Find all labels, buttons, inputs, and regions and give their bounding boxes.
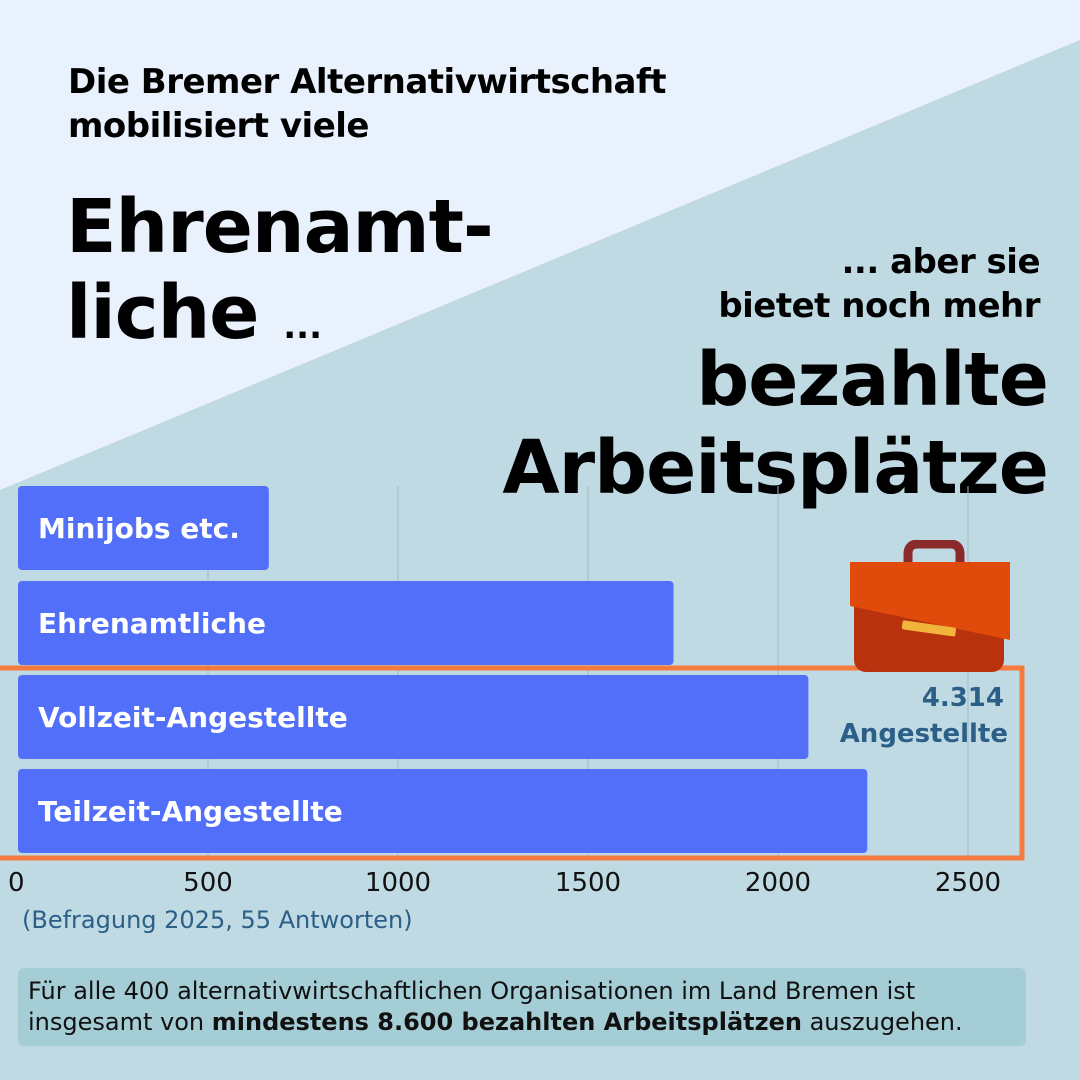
tick-label-2000: 2000 xyxy=(745,868,811,898)
bar-label-teilzeit-angestellte: Teilzeit-Angestellte xyxy=(38,795,343,828)
bar-teilzeit-angestellte xyxy=(18,769,868,853)
highlight-box xyxy=(0,665,1025,861)
briefcase-icon xyxy=(850,540,1010,672)
bar-vollzeit-angestellte xyxy=(18,675,809,759)
headline-ellipsis: ... xyxy=(283,307,322,347)
headline-right-line2: bietet noch mehr xyxy=(718,286,1040,326)
annotation-label: Angestellte xyxy=(840,719,1008,749)
headline-big-word: liche xyxy=(66,270,259,356)
bar-label-ehrenamtliche: Ehrenamtliche xyxy=(38,607,266,640)
annotation-value: 4.314 xyxy=(922,683,1004,713)
headline-big-line2: liche ... xyxy=(66,270,493,370)
source-note: (Befragung 2025, 55 Antworten) xyxy=(22,906,413,934)
tick-label-0: 0 xyxy=(8,868,25,898)
headline-intro-line1: Die Bremer Alternativwirtschaft xyxy=(68,62,667,102)
headline-right-intro: ... aber sie bietet noch mehr xyxy=(440,240,1040,328)
headline-right-big-line1: bezahlte xyxy=(696,337,1049,423)
headline-intro-line2: mobilisiert viele xyxy=(68,106,370,146)
footer-text-2: auszugehen. xyxy=(801,1008,963,1036)
headline-right-big-line2: Arbeitsplätze xyxy=(502,425,1049,511)
headline-big-line1: Ehrenamt- xyxy=(66,184,494,270)
bar-label-vollzeit-angestellte: Vollzeit-Angestellte xyxy=(38,701,348,734)
tick-label-1000: 1000 xyxy=(365,868,431,898)
bar-ehrenamtliche xyxy=(18,581,674,665)
headline-bezahlte-arbeitsplaetze: bezahlte Arbeitsplätze xyxy=(248,336,1049,512)
footer-bold: mindestens 8.600 bezahlten Arbeitsplätze… xyxy=(211,1008,802,1036)
tick-label-2500: 2500 xyxy=(935,868,1001,898)
bar-label-minijobs-etc: Minijobs etc. xyxy=(38,512,240,545)
headline-right-line1: ... aber sie xyxy=(841,242,1041,282)
tick-label-1500: 1500 xyxy=(555,868,621,898)
footer-note: Für alle 400 alternativwirtschaftlichen … xyxy=(18,968,1026,1046)
bar-minijobs-etc xyxy=(18,486,269,570)
tick-label-500: 500 xyxy=(183,868,233,898)
headline-ehrenamtliche: Ehrenamt- liche ... xyxy=(66,184,494,370)
footer-text-1: Für alle 400 alternativwirtschaftlichen … xyxy=(28,977,916,1036)
headline-intro: Die Bremer Alternativwirtschaft mobilisi… xyxy=(68,60,667,148)
